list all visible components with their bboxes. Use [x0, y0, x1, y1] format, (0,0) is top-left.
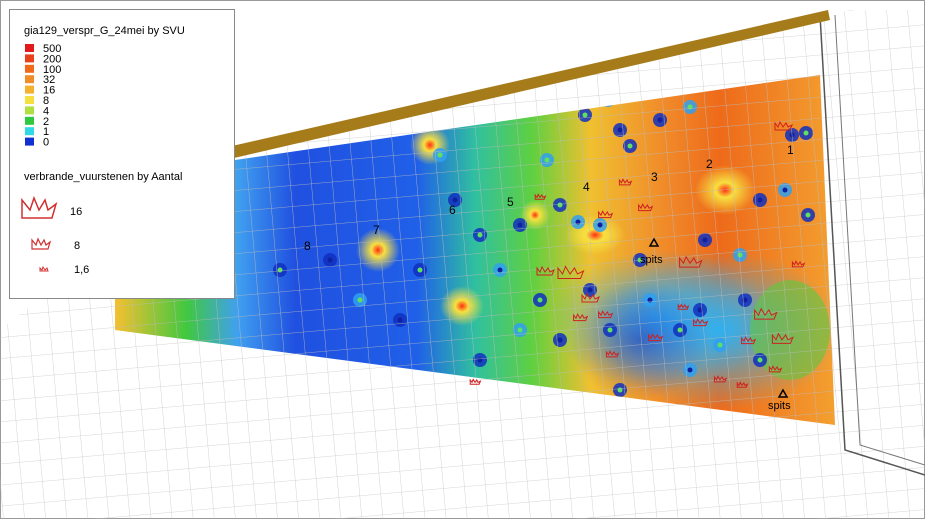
symbol-label: 16 [70, 206, 82, 218]
legend-swatch [25, 127, 34, 135]
zone-label: 7 [373, 223, 380, 237]
zone-label: 5 [507, 195, 514, 209]
legend-swatch [25, 106, 34, 114]
zone-label: 8 [304, 239, 311, 253]
legend-title: verbrande_vuurstenen by Aantal [24, 171, 182, 183]
map-view: 1 2 3 4 5 6 7 8 spits spits gia129_versp… [0, 0, 925, 519]
legend-swatch [25, 138, 34, 146]
legend: gia129_verspr_G_24mei by SVU 50020010032… [10, 10, 235, 299]
page: 1 2 3 4 5 6 7 8 spits spits gia129_versp… [0, 0, 925, 524]
spits-label: spits [768, 400, 791, 412]
zone-label: 6 [449, 203, 456, 217]
zone-label: 1 [787, 143, 794, 157]
symbol-label: 8 [74, 240, 80, 252]
zone-label: 2 [706, 157, 713, 171]
legend-swatch [25, 96, 34, 104]
zone-label: 3 [651, 170, 658, 184]
legend-title: gia129_verspr_G_24mei by SVU [24, 25, 185, 37]
legend-swatch [25, 75, 34, 83]
legend-swatch [25, 86, 34, 94]
legend-swatch [25, 117, 34, 125]
legend-label: 0 [43, 137, 49, 149]
legend-swatch [25, 65, 34, 73]
spits-label: spits [640, 254, 663, 266]
legend-swatch [25, 54, 34, 62]
legend-swatch [25, 44, 34, 52]
zone-label: 4 [583, 180, 590, 194]
symbol-label: 1,6 [74, 264, 89, 276]
